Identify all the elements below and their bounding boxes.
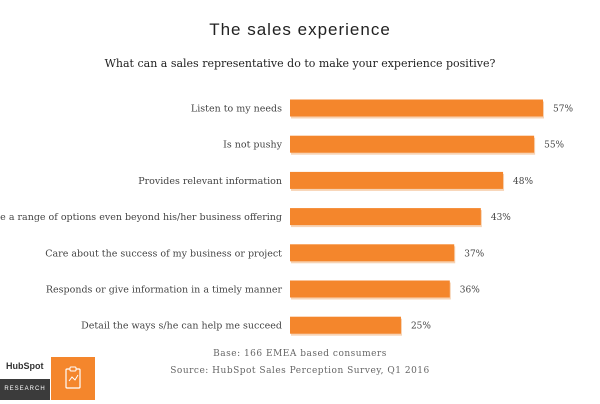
value-label: 36% (460, 286, 480, 296)
chart-subtitle: What can a sales representative do to ma… (104, 57, 496, 70)
footnote-base: Base: 166 EMEA based consumers (213, 349, 387, 359)
bar (290, 208, 481, 226)
category-label: Responds or give information in a timely… (46, 285, 283, 296)
report-clipboard-icon (65, 366, 81, 389)
footnotes: Base: 166 EMEA based consumers Source: H… (0, 346, 600, 380)
bar (290, 280, 450, 298)
category-label: Provides relevant information (138, 176, 282, 187)
category-label: Provide a range of options even beyond h… (0, 212, 282, 223)
category-label: Care about the success of my business or… (45, 248, 282, 259)
bar-chart: Listen to my needs 57% Is not pushy 55% Prov… (0, 99, 573, 336)
chart-title: The sales experience (209, 20, 391, 39)
category-label: Detail the ways s/he can help me succeed (81, 321, 282, 332)
category-label: Listen to my needs (191, 104, 282, 115)
value-label: 43% (491, 213, 511, 223)
category-label: Is not pushy (223, 140, 283, 151)
bar (290, 316, 401, 334)
value-label: 37% (464, 249, 484, 259)
brand-block: HubSpot RESEARCH (0, 357, 50, 400)
report-icon-box (51, 357, 95, 400)
bar (290, 244, 455, 262)
value-label: 25% (411, 322, 431, 332)
bar (290, 99, 543, 117)
footnote-source: Source: HubSpot Sales Perception Survey,… (170, 366, 430, 376)
hubspot-logo: HubSpot (6, 361, 44, 371)
value-label: 55% (544, 141, 564, 151)
value-label: 57% (553, 105, 573, 115)
bar (290, 171, 504, 189)
research-label: RESEARCH (0, 379, 50, 400)
value-label: 48% (513, 177, 533, 187)
bar (290, 135, 535, 153)
